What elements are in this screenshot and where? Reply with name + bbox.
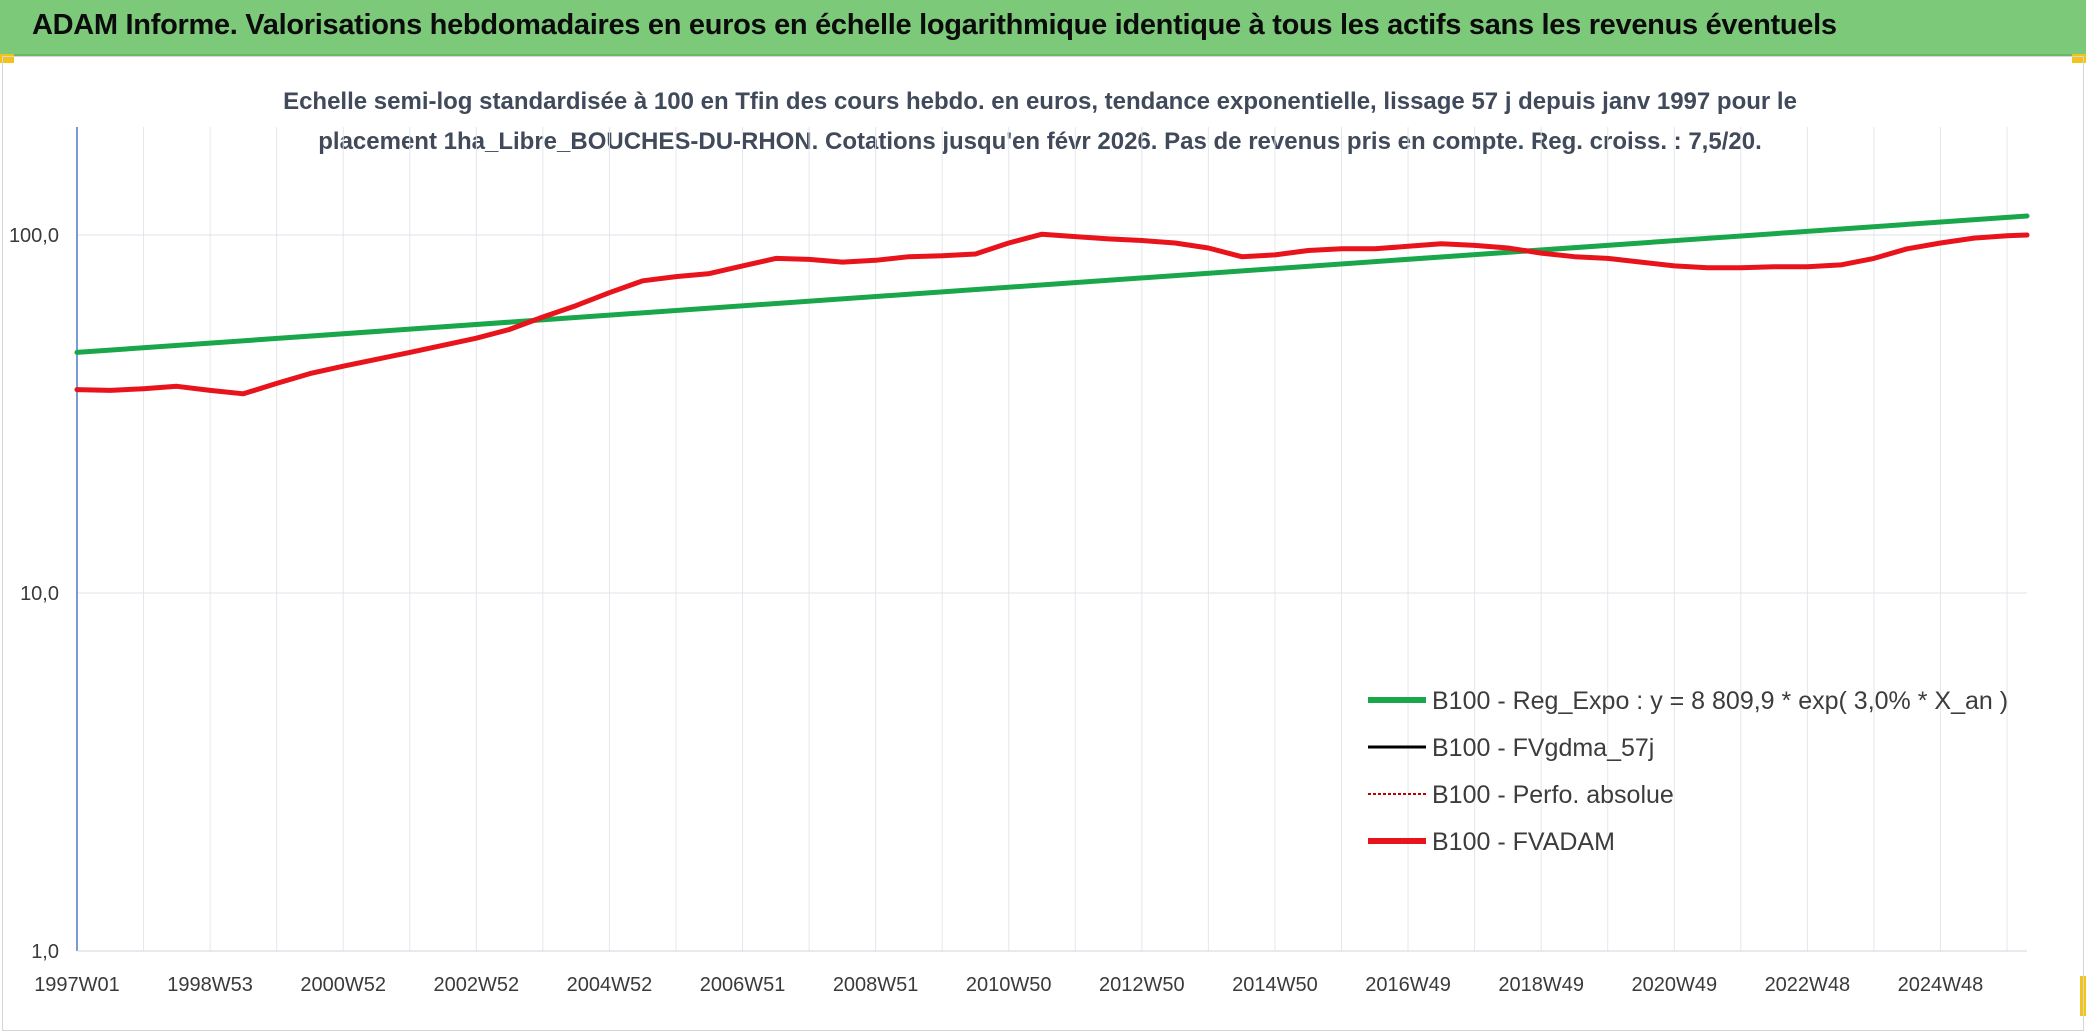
x-tick-label: 1997W01 <box>34 974 120 996</box>
x-tick-label: 2022W48 <box>1765 974 1851 996</box>
y-tick-label: 1,0 <box>31 941 59 963</box>
chart-title-line-2: placement 1ha_Libre_BOUCHES-DU-RHON. Cot… <box>318 128 1762 155</box>
x-tick-label: 2010W50 <box>966 974 1052 996</box>
legend-label: B100 - FVgdma_57j <box>1432 734 1654 762</box>
y-tick-label: 10,0 <box>20 583 59 605</box>
x-tick-label: 2016W49 <box>1365 974 1451 996</box>
x-tick-label: 2008W51 <box>833 974 919 996</box>
x-tick-label: 2020W49 <box>1631 974 1717 996</box>
series-line <box>74 213 2030 355</box>
x-tick-label: 2014W50 <box>1232 974 1318 996</box>
x-tick-label: 2006W51 <box>700 974 786 996</box>
legend-label: B100 - Perfo. absolue <box>1432 781 1674 809</box>
x-tick-label: 1998W53 <box>167 974 253 996</box>
y-tick-label: 100,0 <box>9 225 59 247</box>
chart-frame <box>2 56 2084 1031</box>
x-tick-label: 2000W52 <box>300 974 386 996</box>
x-tick-label: 2002W52 <box>434 974 520 996</box>
x-tick-label: 2012W50 <box>1099 974 1185 996</box>
corner-accent-right <box>2072 54 2086 63</box>
x-tick-label: 2018W49 <box>1498 974 1584 996</box>
chart-title-line-1: Echelle semi-log standardisée à 100 en T… <box>283 88 1797 115</box>
title-bar: ADAM Informe. Valorisations hebdomadaire… <box>0 0 2086 56</box>
series-line <box>74 231 2030 397</box>
x-tick-label: 2004W52 <box>567 974 653 996</box>
corner-accent-left <box>0 54 14 63</box>
x-tick-label: 2024W48 <box>1898 974 1984 996</box>
page-title: ADAM Informe. Valorisations hebdomadaire… <box>32 9 1837 41</box>
legend-label: B100 - Reg_Expo : y = 8 809,9 * exp( 3,0… <box>1432 687 2008 715</box>
legend-label: B100 - FVADAM <box>1432 828 1615 856</box>
